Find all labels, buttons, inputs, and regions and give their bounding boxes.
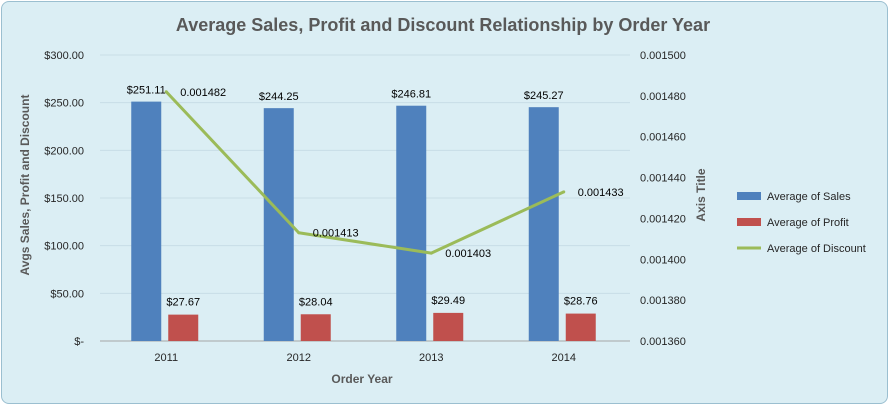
x-tick-label: 2012	[287, 352, 311, 364]
chart-title: Average Sales, Profit and Discount Relat…	[176, 15, 710, 35]
y2-tick-label: 0.001460	[640, 132, 686, 144]
legend-label: Average of Discount	[767, 243, 866, 255]
bar-sales	[263, 108, 294, 341]
y2-tick-label: 0.001420	[640, 213, 686, 225]
data-label-discount: 0.001413	[313, 228, 359, 240]
x-axis-title: Order Year	[331, 372, 392, 386]
legend-swatch-sales	[737, 192, 761, 200]
data-label-sales: $245.27	[524, 90, 564, 102]
data-labels: $251.11 $27.67 $244.25 $28.04 $246.81 $29.49 $…	[127, 85, 624, 309]
bar-profit	[168, 314, 199, 341]
y2-tick-label: 0.001400	[640, 254, 686, 266]
bar-profit	[565, 313, 596, 341]
x-tick-label: 2014	[552, 352, 576, 364]
line-series	[164, 90, 566, 255]
y2-tick-label: 0.001380	[640, 295, 686, 307]
y-tick-label: $300.00	[44, 50, 84, 62]
legend-swatch-profit	[737, 218, 761, 226]
y-axis-title: Avgs Sales, Profit and Discount	[18, 95, 32, 276]
bar-sales	[396, 105, 427, 342]
bar-profit	[433, 312, 464, 341]
y-tick-label: $-	[74, 336, 84, 348]
data-label-sales: $251.11	[127, 85, 166, 97]
y2-tick-label: 0.001480	[640, 91, 686, 103]
bar-series	[131, 101, 596, 342]
y-axis-primary: $- $50.00 $100.00 $150.00 $200.00 $250.00 $300…	[44, 50, 84, 348]
y-tick-label: $200.00	[44, 145, 84, 157]
line-point-discount	[164, 90, 168, 94]
bar-profit	[300, 314, 331, 341]
y-tick-label: $250.00	[44, 98, 84, 110]
y-axis-secondary: 0.001360 0.001380 0.001400 0.001420 0.001440…	[640, 50, 686, 348]
x-tick-label: 2011	[154, 352, 178, 364]
data-label-sales: $244.25	[259, 91, 299, 103]
legend: Average of Sales Average of Profit Average…	[737, 191, 866, 255]
data-label-discount: 0.001433	[578, 187, 624, 199]
line-discount	[165, 90, 565, 255]
data-label-discount: 0.001403	[445, 248, 491, 260]
data-label-profit: $27.67	[166, 297, 200, 309]
y2-tick-label: 0.001440	[640, 173, 686, 185]
x-tick-label: 2013	[419, 352, 443, 364]
data-label-discount: 0.001482	[180, 87, 226, 99]
bar-sales	[528, 107, 559, 341]
line-point-discount	[297, 231, 301, 235]
bar-sales	[131, 101, 162, 342]
data-label-profit: $29.49	[431, 295, 465, 307]
data-label-profit: $28.76	[564, 296, 598, 308]
y2-axis-title: Axis Title	[694, 168, 708, 221]
legend-label: Average of Profit	[767, 217, 849, 229]
y2-tick-label: 0.001360	[640, 336, 686, 348]
legend-label: Average of Sales	[767, 191, 851, 203]
y-tick-label: $150.00	[44, 193, 84, 205]
y-tick-label: $100.00	[44, 241, 84, 253]
data-label-profit: $28.04	[299, 296, 333, 308]
line-point-discount	[562, 190, 566, 194]
y2-tick-label: 0.001500	[640, 50, 686, 62]
line-point-discount	[429, 251, 433, 255]
x-axis: 2011 2012 2013 2014	[154, 352, 576, 364]
y-tick-label: $50.00	[50, 288, 84, 300]
data-label-sales: $246.81	[391, 89, 431, 101]
